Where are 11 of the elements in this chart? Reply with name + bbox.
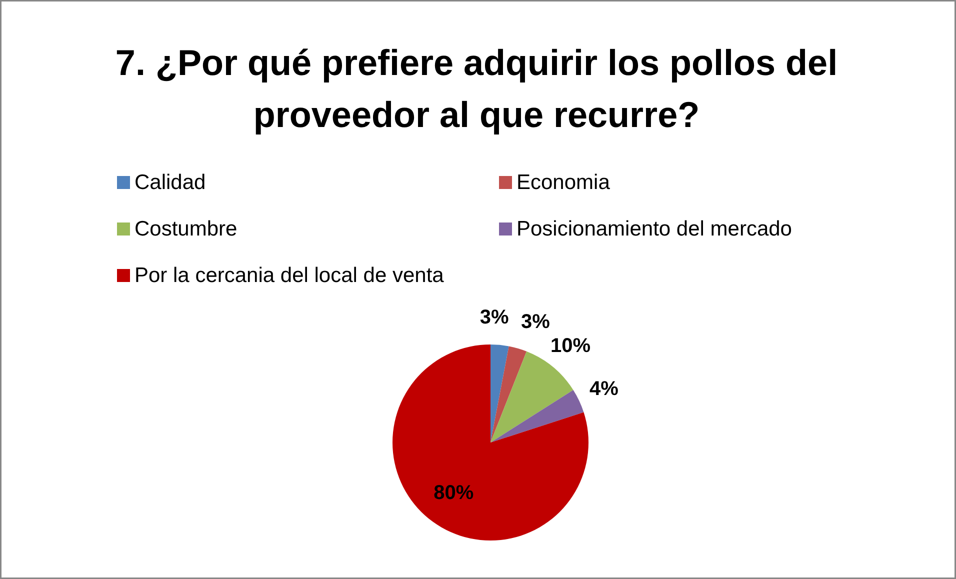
legend-label: Calidad xyxy=(134,171,206,194)
data-label: 3% xyxy=(480,306,509,329)
legend-label: Posicionamiento del mercado xyxy=(516,218,792,240)
data-label: 4% xyxy=(590,378,619,400)
data-label: 80% xyxy=(434,482,474,504)
data-label: 3% xyxy=(521,311,550,334)
legend-label: Economia xyxy=(516,171,610,194)
data-label: 10% xyxy=(550,334,591,357)
legend-label: Por la cercania del local de venta xyxy=(134,264,444,287)
legend-label: Costumbre xyxy=(134,218,238,240)
chart-title: 7. ¿Por qué prefiere adquirir los pollos del proveedor al que recurre? xyxy=(115,42,838,135)
